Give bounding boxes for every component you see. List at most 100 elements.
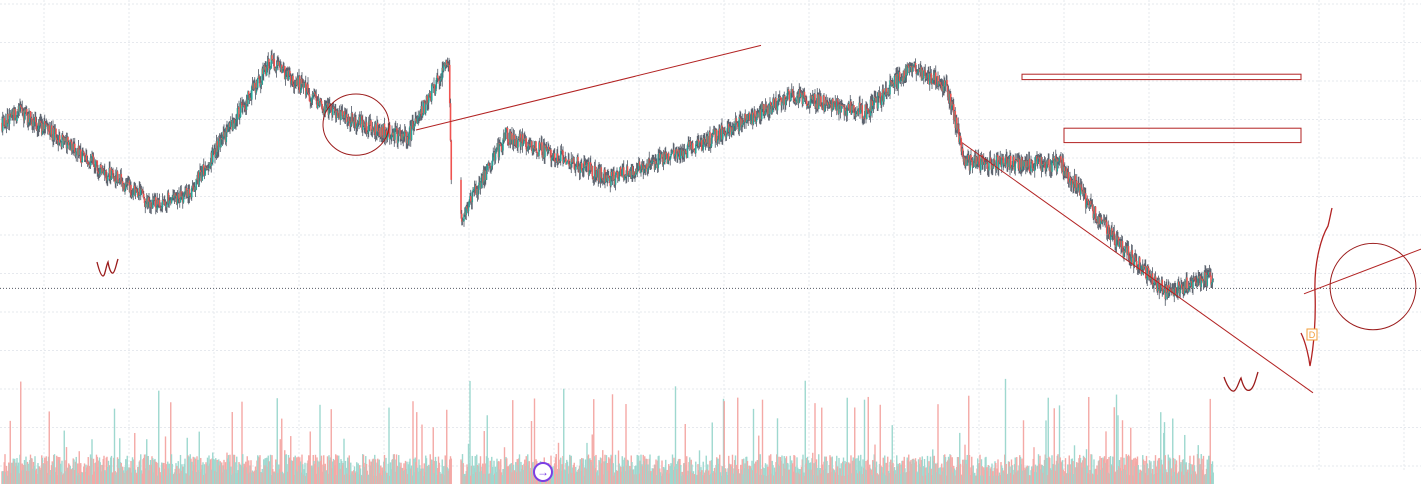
candle <box>413 123 416 132</box>
candle <box>1067 165 1070 188</box>
volume-bar <box>1192 470 1194 484</box>
candle <box>1012 155 1015 167</box>
volume-bar <box>1137 465 1139 484</box>
candle <box>1079 178 1082 200</box>
candle <box>353 113 356 131</box>
volume-bar <box>600 463 602 484</box>
volume-bar <box>397 467 399 484</box>
volume-bar <box>549 474 551 484</box>
volume-bar <box>799 474 801 484</box>
volume-bar <box>1106 460 1108 484</box>
volume-bar <box>128 467 130 484</box>
volume-bar <box>362 454 364 484</box>
volume-bar <box>1043 465 1045 484</box>
volume-bar <box>143 457 145 484</box>
volume-bar <box>656 475 658 484</box>
volume-bar <box>506 458 508 484</box>
signal-marker[interactable]: D <box>1306 328 1318 341</box>
highlight-circle[interactable] <box>322 93 390 156</box>
candle <box>266 55 269 73</box>
candle <box>859 95 861 119</box>
volume-bar <box>1184 434 1186 484</box>
volume-bar <box>179 454 182 484</box>
volume-bar <box>1031 466 1033 484</box>
volume-bar <box>622 459 624 484</box>
trend-line[interactable] <box>1303 180 1421 295</box>
highlight-circle[interactable] <box>1329 242 1417 331</box>
volume-bar <box>154 458 156 484</box>
volume-bar <box>230 466 232 484</box>
volume-bar <box>987 465 989 484</box>
volume-bar <box>561 464 563 484</box>
volume-bar <box>413 472 416 484</box>
volume-bar <box>277 472 279 484</box>
replay-button[interactable]: → <box>533 462 553 482</box>
volume-bar <box>1021 458 1023 484</box>
volume-bar <box>248 460 250 484</box>
volume-bar <box>605 461 607 484</box>
resistance-zone[interactable] <box>1021 73 1302 81</box>
volume-bar <box>516 459 518 484</box>
volume-bar <box>837 474 839 484</box>
volume-bar <box>710 460 713 484</box>
candle <box>587 157 590 180</box>
volume-bar <box>51 461 53 484</box>
volume-bar <box>371 459 374 484</box>
volume-bar <box>273 471 275 484</box>
volume-bar <box>121 466 123 484</box>
volume-bar <box>526 462 528 484</box>
volume-bar <box>388 407 390 484</box>
resistance-zone[interactable] <box>1063 127 1302 144</box>
trend-line[interactable] <box>961 142 1314 394</box>
candle <box>700 134 703 152</box>
volume-bar <box>476 454 478 484</box>
volume-bar <box>1132 475 1134 484</box>
volume-bar <box>217 462 219 484</box>
volume-bar <box>52 462 54 484</box>
volume-bar <box>412 401 414 484</box>
volume-bar <box>1202 455 1205 484</box>
volume-bar <box>482 463 484 484</box>
volume-bar <box>267 455 269 484</box>
volume-bar <box>792 471 794 484</box>
volume-bar <box>530 421 533 484</box>
candle <box>880 92 883 112</box>
volume-bar <box>250 460 252 484</box>
candle <box>594 159 597 182</box>
volume-bar <box>877 475 879 484</box>
volume-bar <box>557 442 560 484</box>
volume-bar <box>21 463 23 484</box>
volume-bar <box>911 464 913 484</box>
volume-bar <box>80 463 82 484</box>
volume-bar <box>2 471 4 484</box>
volume-bar <box>160 475 162 484</box>
volume-bar <box>1032 458 1034 484</box>
volume-bar <box>727 468 729 484</box>
volume-bar <box>1196 475 1198 484</box>
candle <box>238 100 240 120</box>
volume-bar <box>431 459 433 484</box>
volume-bar <box>596 472 598 484</box>
trend-line[interactable] <box>415 44 762 131</box>
volume-bar <box>20 381 22 484</box>
volume-bar <box>752 408 755 484</box>
volume-bar <box>385 457 387 484</box>
volume-bar <box>777 464 779 484</box>
volume-bar <box>812 452 814 484</box>
candle <box>271 49 273 61</box>
volume-bar <box>917 472 919 484</box>
volume-bar <box>29 454 32 484</box>
volume-bar <box>856 458 858 484</box>
volume-bar <box>1208 455 1210 484</box>
volume-bar <box>161 464 164 484</box>
volume-bar <box>358 474 360 484</box>
volume-bar <box>576 472 578 484</box>
volume-bar <box>206 457 209 484</box>
volume-bar <box>956 466 958 484</box>
volume-bar <box>1066 473 1068 484</box>
volume-bar <box>119 462 122 484</box>
volume-bar <box>677 459 680 484</box>
volume-bar <box>733 468 735 484</box>
candle <box>777 94 780 107</box>
